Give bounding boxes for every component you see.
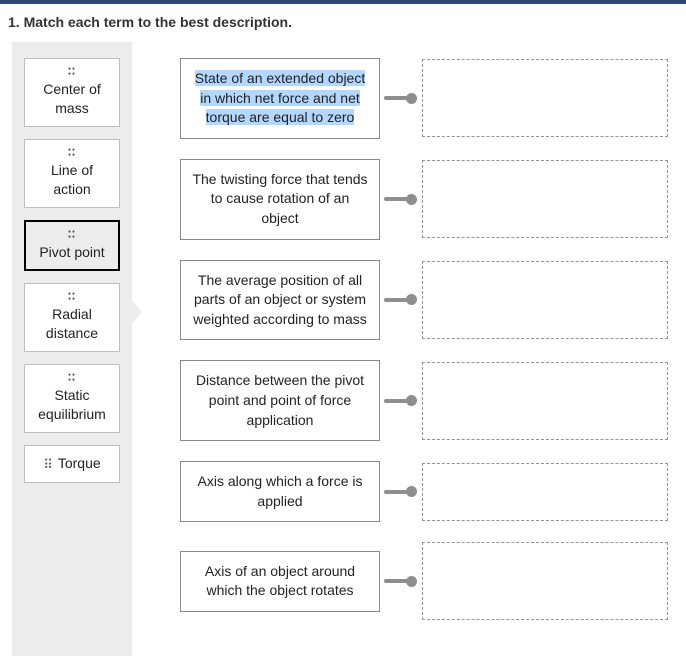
- match-row: Distance between the pivot point and poi…: [180, 360, 668, 441]
- grip-icon: ●●●●: [31, 67, 113, 77]
- drop-target[interactable]: [422, 542, 668, 620]
- connector-icon: [384, 294, 418, 305]
- description-box: The average position of all parts of an …: [180, 260, 380, 341]
- description-box: Distance between the pivot point and poi…: [180, 360, 380, 441]
- drop-target[interactable]: [422, 59, 668, 137]
- grip-icon: ●●●●: [31, 292, 113, 302]
- description-box: Axis of an object around which the objec…: [180, 551, 380, 612]
- connector-icon: [384, 576, 418, 587]
- term-card[interactable]: ●●●● Static equilibrium: [24, 364, 120, 433]
- term-card[interactable]: ●●●● Line of action: [24, 139, 120, 208]
- description-box: Axis along which a force is applied: [180, 461, 380, 522]
- match-row: Axis along which a force is applied: [180, 461, 668, 522]
- connector-icon: [384, 395, 418, 406]
- connector-icon: [384, 93, 418, 104]
- match-row: State of an extended object in which net…: [180, 58, 668, 139]
- term-label: Line of action: [31, 161, 113, 199]
- description-box: The twisting force that tends to cause r…: [180, 159, 380, 240]
- term-card[interactable]: ●●●● Radial distance: [24, 283, 120, 352]
- term-label: Pivot point: [32, 243, 112, 262]
- drop-target[interactable]: [422, 362, 668, 440]
- description-text: State of an extended object in which net…: [195, 70, 365, 125]
- grip-icon: ●●●●: [32, 230, 112, 240]
- term-card[interactable]: ●●●● Center of mass: [24, 58, 120, 127]
- descriptions-area: State of an extended object in which net…: [132, 42, 686, 656]
- term-card[interactable]: Torque: [24, 445, 120, 483]
- connector-icon: [384, 486, 418, 497]
- grip-icon: ●●●●: [31, 373, 113, 383]
- question-number: 1.: [8, 14, 20, 30]
- question-header: 1. Match each term to the best descripti…: [0, 4, 686, 42]
- grip-icon: ●●●●: [31, 148, 113, 158]
- match-row: The average position of all parts of an …: [180, 260, 668, 341]
- drop-target[interactable]: [422, 463, 668, 521]
- connector-icon: [384, 194, 418, 205]
- grip-icon: [43, 455, 58, 471]
- term-bank: ●●●●Center of mass●●●●Line of action●●●●…: [12, 42, 132, 656]
- term-label: Static equilibrium: [31, 386, 113, 424]
- term-label: Center of mass: [31, 80, 113, 118]
- match-row: The twisting force that tends to cause r…: [180, 159, 668, 240]
- term-label: Radial distance: [31, 305, 113, 343]
- question-prompt: Match each term to the best description.: [24, 14, 292, 30]
- description-box: State of an extended object in which net…: [180, 58, 380, 139]
- matching-container: ●●●●Center of mass●●●●Line of action●●●●…: [0, 42, 686, 656]
- drop-target[interactable]: [422, 160, 668, 238]
- term-label: Torque: [58, 455, 101, 471]
- drop-target[interactable]: [422, 261, 668, 339]
- term-card[interactable]: ●●●● Pivot point: [24, 220, 120, 272]
- match-row: Axis of an object around which the objec…: [180, 542, 668, 620]
